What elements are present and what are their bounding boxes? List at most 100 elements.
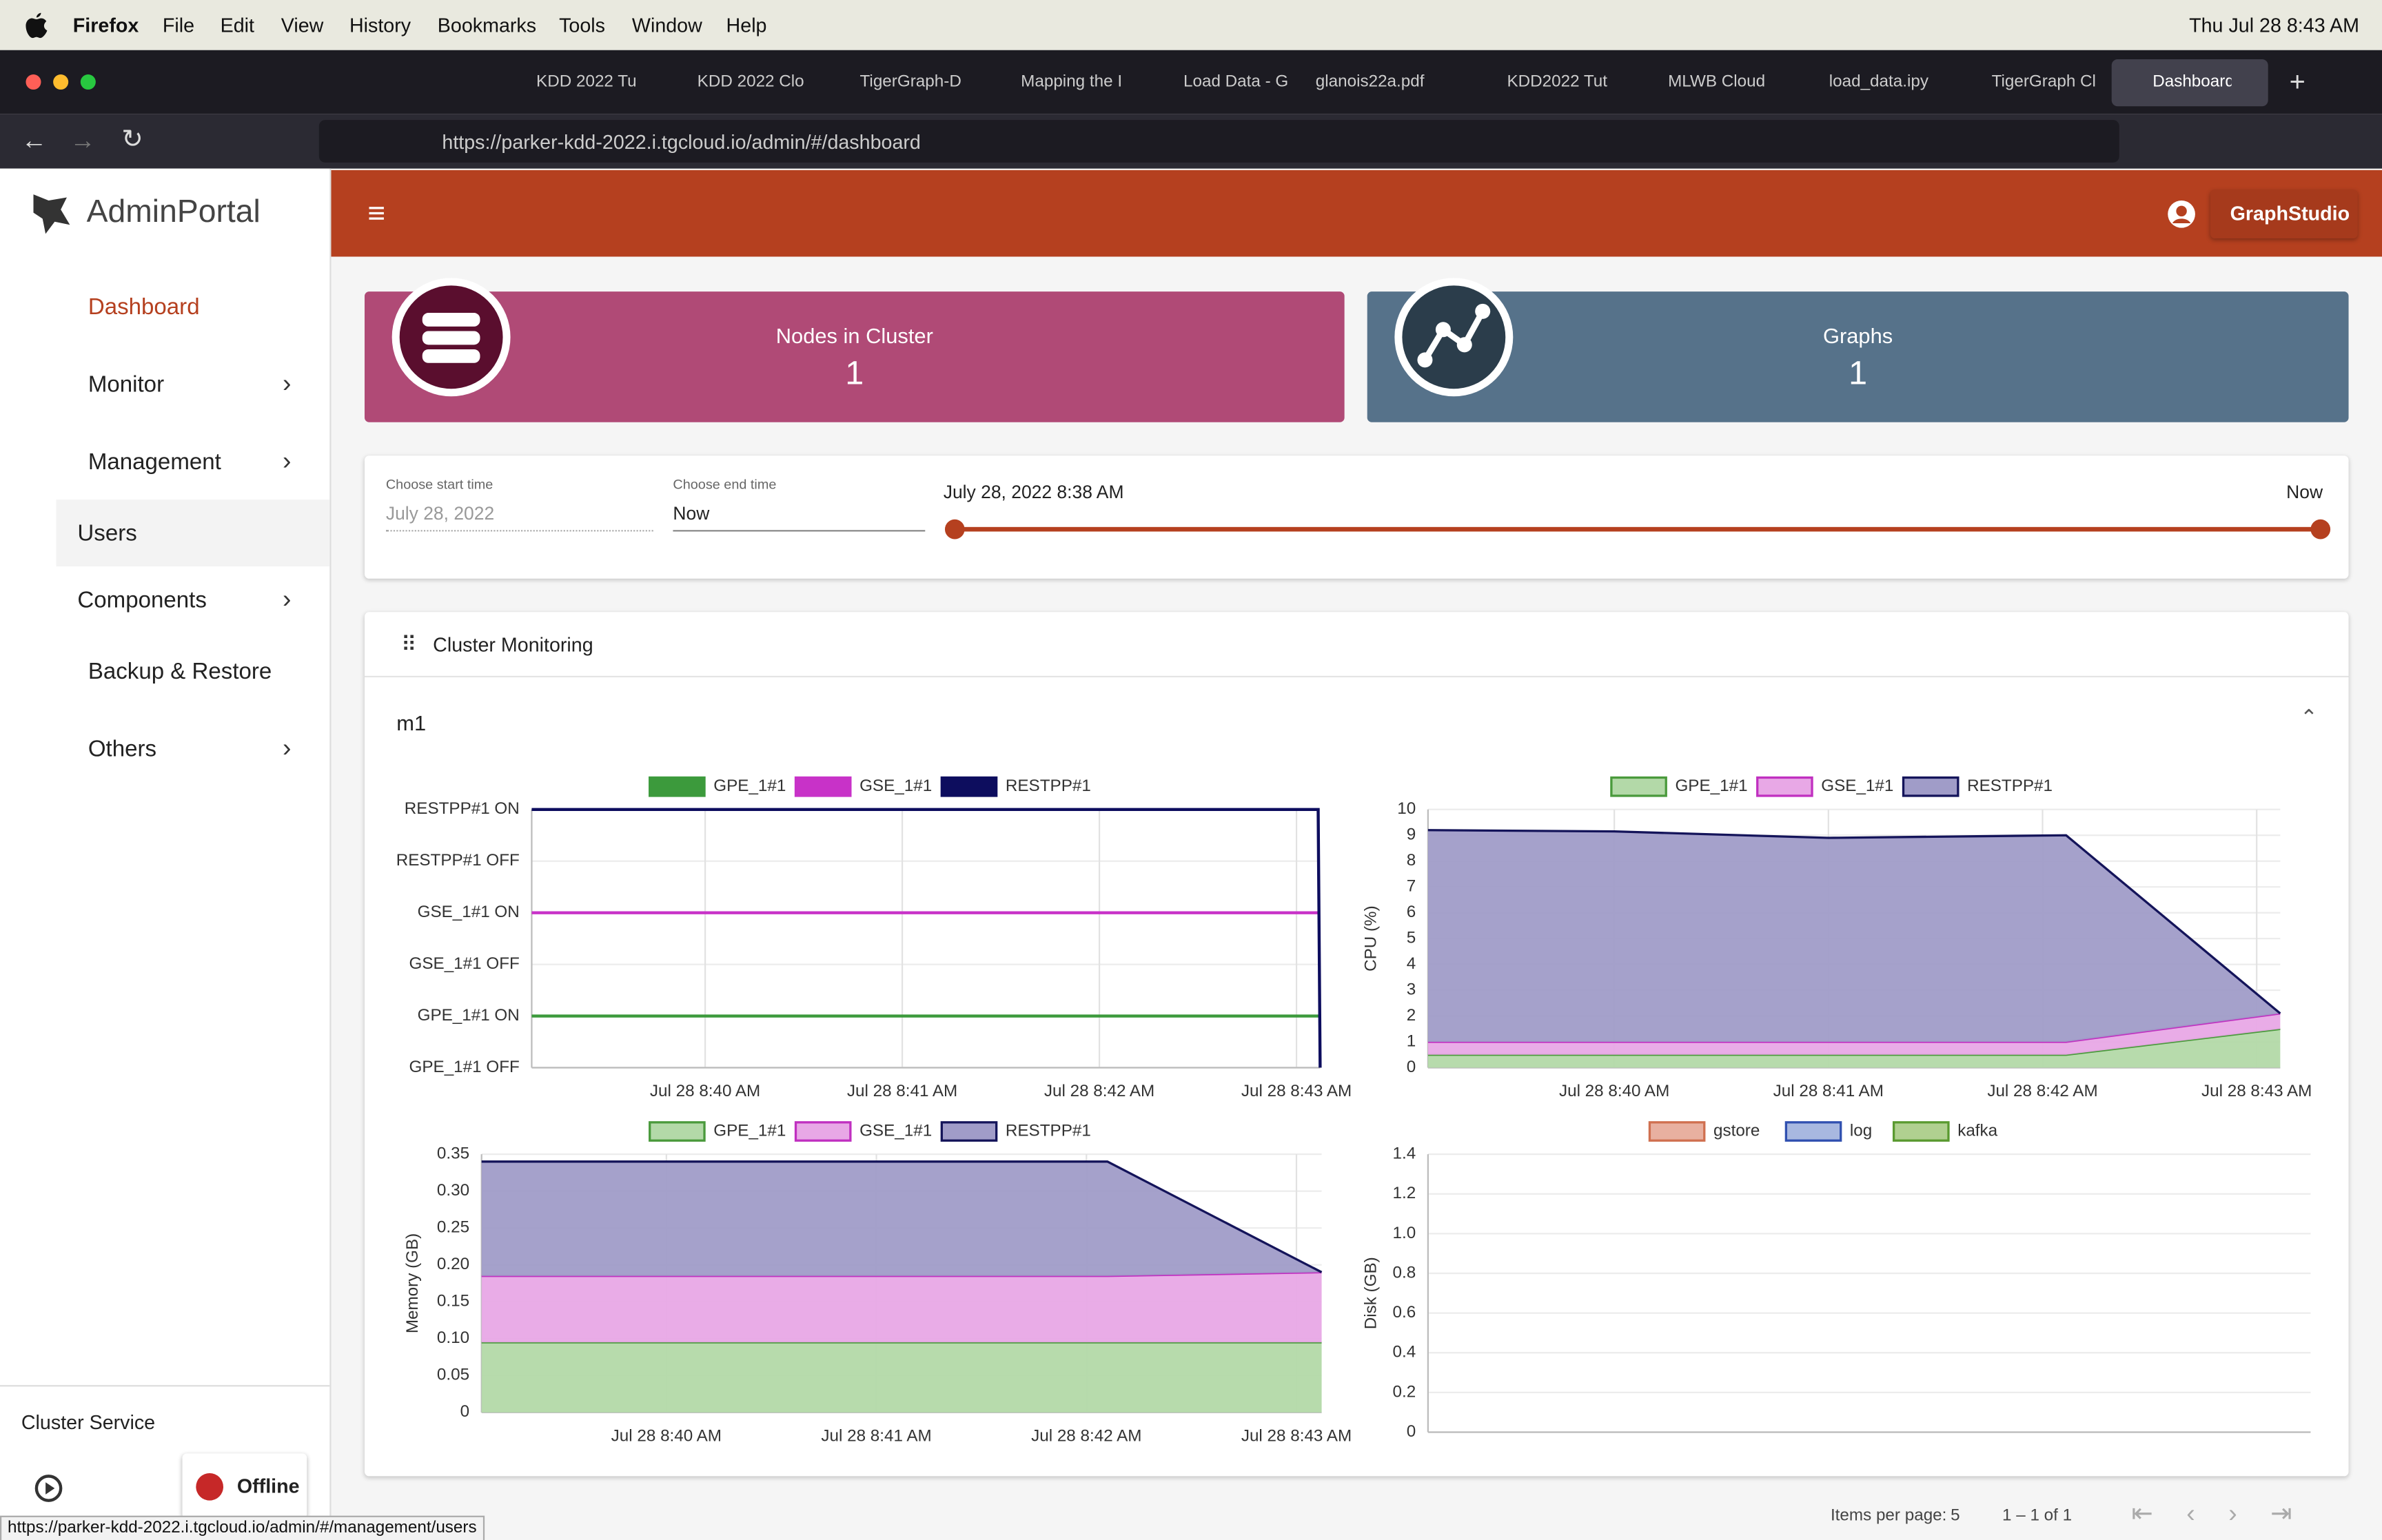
menu-item[interactable]: Window: [631, 13, 702, 37]
close-window[interactable]: [26, 74, 41, 90]
legend-swatch: [1610, 776, 1667, 797]
range-handle-start[interactable]: [944, 519, 965, 540]
account-icon[interactable]: [2166, 199, 2197, 229]
tab[interactable]: Mapping the I: [1021, 72, 1123, 92]
menu-item[interactable]: Bookmarks: [437, 13, 537, 37]
graphs-icon: [1394, 278, 1514, 397]
x-tick-label: Jul 28 8:42 AM: [1044, 1082, 1154, 1100]
tab[interactable]: KDD 2022 Clo: [697, 72, 804, 92]
chevron[interactable]: ›: [282, 369, 292, 398]
legend-swatch: [940, 1121, 998, 1142]
tab[interactable]: load_data.ipy: [1829, 72, 1929, 92]
page-nav[interactable]: ⇤‹›⇥: [2131, 1499, 2326, 1528]
menu-toggle[interactable]: ≡: [367, 197, 386, 232]
section-title: Cluster Monitoring: [433, 633, 593, 657]
divider: [364, 675, 2349, 678]
chevron[interactable]: ›: [282, 584, 292, 614]
menubar-app[interactable]: Firefox: [72, 13, 139, 37]
area: [1427, 1029, 2281, 1068]
y-tick-label: 0: [1407, 1422, 1416, 1441]
apple-logo: [26, 12, 48, 39]
end-label: Choose end time: [673, 477, 777, 493]
page-size[interactable]: 5: [1951, 1506, 1960, 1525]
items-per-page: Items per page:: [1830, 1506, 1947, 1525]
x-tick-label: Jul 28 8:41 AM: [821, 1426, 931, 1445]
y-axis-label: Memory (GB): [403, 1233, 422, 1333]
nav-item[interactable]: Others: [88, 736, 157, 763]
menu-item[interactable]: Tools: [559, 13, 606, 37]
menu-item[interactable]: Help: [726, 13, 767, 37]
status-text: Offline: [236, 1475, 300, 1498]
menubar: [0, 0, 2382, 50]
y-tick-label: 9: [1407, 825, 1416, 844]
page-range: 1 – 1 of 1: [2002, 1506, 2073, 1525]
back-button[interactable]: ←: [21, 125, 48, 155]
tab[interactable]: Load Data - G: [1183, 72, 1289, 92]
y-tick-label: 1.4: [1393, 1144, 1416, 1163]
legend-label: GPE_1#1: [713, 777, 786, 795]
reload-button[interactable]: ↻: [121, 124, 143, 154]
y-tick-label: 10: [1397, 799, 1416, 818]
legend-swatch: [649, 1121, 706, 1142]
y-tick-label: 1.2: [1393, 1184, 1416, 1202]
nav-item[interactable]: Components: [77, 587, 207, 614]
active-tab[interactable]: [2111, 59, 2268, 107]
card-value: 1: [845, 353, 864, 392]
menu-item[interactable]: Edit: [220, 13, 254, 37]
tab[interactable]: KDD 2022 Tu: [536, 72, 637, 92]
start-input[interactable]: July 28, 2022: [385, 503, 653, 532]
nav-item[interactable]: Users: [77, 521, 137, 547]
tab[interactable]: MLWB Cloud: [1668, 72, 1766, 92]
minimize-window[interactable]: [53, 74, 69, 90]
range-track: [955, 526, 2321, 532]
chevron[interactable]: ›: [282, 446, 292, 475]
menu-item[interactable]: History: [349, 13, 411, 37]
range-start: July 28, 2022 8:38 AM: [943, 481, 1124, 503]
nav-item[interactable]: Dashboard: [88, 294, 200, 321]
url-field[interactable]: [318, 120, 2119, 163]
maximize-window[interactable]: [80, 74, 96, 90]
nodes-card: Nodes in Cluster 1: [364, 291, 1345, 422]
node-name[interactable]: m1: [396, 710, 427, 735]
legend-label: GSE_1#1: [859, 777, 932, 795]
tab[interactable]: glanois22a.pdf: [1315, 72, 1425, 92]
legend-label: RESTPP#1: [1006, 777, 1091, 795]
nav-item[interactable]: Management: [88, 449, 221, 475]
clock: Thu Jul 28 8:43 AM: [2189, 13, 2360, 37]
menu-item[interactable]: File: [162, 13, 195, 37]
nav-item[interactable]: Backup & Restore: [88, 659, 272, 686]
nav-item[interactable]: Monitor: [88, 372, 165, 398]
tab[interactable]: TigerGraph-D: [859, 72, 961, 92]
y-tick-label: 6: [1407, 903, 1416, 921]
y-tick-label: 0.30: [437, 1181, 469, 1200]
menu-item[interactable]: View: [281, 13, 324, 37]
area-line: [1427, 829, 2281, 1015]
area: [481, 1342, 1322, 1413]
new-tab[interactable]: +: [2289, 66, 2305, 98]
end-select[interactable]: Now: [673, 503, 926, 532]
play-icon[interactable]: [33, 1473, 63, 1503]
brand-logo: [33, 194, 70, 234]
graphs-card: Graphs 1: [1367, 291, 2349, 422]
tab[interactable]: KDD2022 Tut: [1507, 72, 1608, 92]
y-tick-label: 8: [1407, 851, 1416, 870]
graphstudio-button[interactable]: [2210, 189, 2358, 239]
x-tick-label: Jul 28 8:40 AM: [650, 1082, 760, 1100]
series-line: [531, 808, 1322, 1068]
x-tick-label: Jul 28 8:40 AM: [1559, 1082, 1669, 1100]
range-handle-end[interactable]: [2310, 519, 2331, 540]
tab[interactable]: Dashboard: [2152, 72, 2232, 92]
chevron[interactable]: ›: [282, 733, 292, 763]
divider: [0, 1385, 330, 1387]
x-tick-label: Jul 28 8:43 AM: [1241, 1426, 1352, 1445]
card-label: Graphs: [1822, 323, 1893, 348]
forward-button[interactable]: →: [70, 125, 96, 155]
tab[interactable]: TigerGraph Cl: [1991, 72, 2096, 92]
y-tick-label: 0.35: [437, 1144, 469, 1163]
y-tick-label: 0: [460, 1402, 469, 1421]
collapse-icon[interactable]: ⌃: [2300, 704, 2318, 729]
y-tick-label: RESTPP#1 ON: [405, 799, 520, 818]
